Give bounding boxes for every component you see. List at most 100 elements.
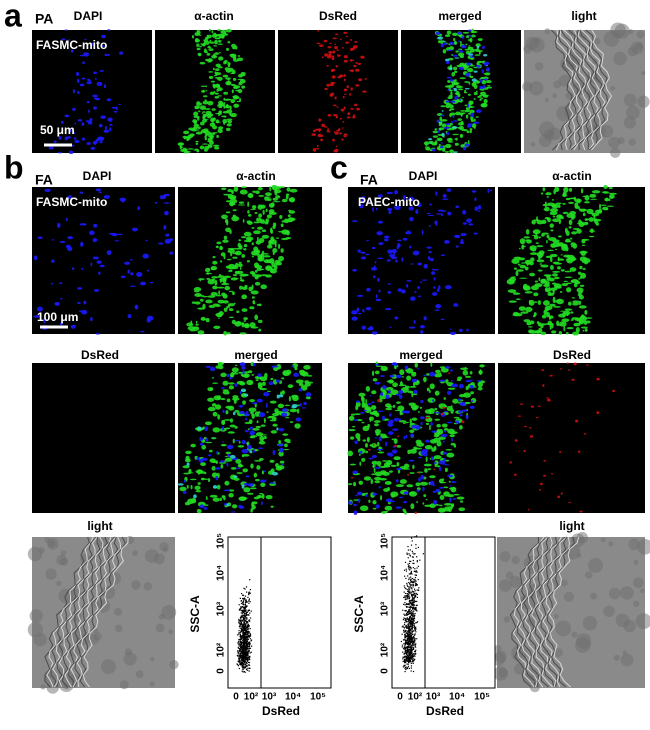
speck xyxy=(637,538,650,555)
event-dot xyxy=(409,581,412,583)
event-dot xyxy=(243,606,245,609)
blob xyxy=(460,500,464,503)
event-dot xyxy=(239,638,241,640)
blob xyxy=(442,451,448,455)
blob xyxy=(191,301,196,304)
blob xyxy=(327,46,332,49)
event-dot xyxy=(245,665,247,667)
blob xyxy=(384,505,393,511)
event-dot xyxy=(417,546,419,549)
event-dot xyxy=(414,612,416,615)
blob xyxy=(534,283,543,288)
blob xyxy=(391,362,398,366)
event-dot xyxy=(411,628,413,630)
event-dot xyxy=(247,645,249,647)
event-dot xyxy=(242,636,244,638)
event-dot xyxy=(411,550,413,552)
blob xyxy=(273,264,278,271)
blob xyxy=(407,230,411,232)
blob xyxy=(447,211,452,216)
blob xyxy=(237,445,245,448)
blob xyxy=(216,134,219,139)
blob xyxy=(390,389,399,396)
event-dot xyxy=(240,592,243,595)
event-dot xyxy=(244,653,246,655)
speck xyxy=(640,588,645,594)
event-dot xyxy=(414,585,417,587)
blob xyxy=(195,131,203,135)
blob xyxy=(449,497,452,503)
blob xyxy=(236,100,240,103)
blob xyxy=(433,141,437,145)
event-dot xyxy=(240,612,242,614)
speck xyxy=(132,550,139,557)
event-dot xyxy=(238,622,240,624)
event-dot xyxy=(249,579,251,581)
blob xyxy=(211,436,217,440)
blob xyxy=(204,131,211,136)
event-dot xyxy=(246,614,248,616)
blob xyxy=(252,501,258,505)
blob xyxy=(249,430,255,436)
blob xyxy=(227,193,233,199)
blob xyxy=(205,496,208,501)
event-dot xyxy=(407,633,409,635)
event-dot xyxy=(405,652,408,655)
speck xyxy=(623,116,637,129)
speck xyxy=(593,37,601,45)
blob xyxy=(262,209,265,215)
event-dot xyxy=(243,610,246,612)
blob xyxy=(53,140,57,143)
event-dot xyxy=(242,642,245,644)
blob xyxy=(64,29,68,31)
blob xyxy=(288,197,295,202)
blob xyxy=(445,34,451,37)
blob xyxy=(163,202,171,204)
blob xyxy=(525,306,533,313)
event-dot xyxy=(403,603,405,605)
image-background xyxy=(498,363,645,513)
event-dot xyxy=(249,620,251,622)
blob xyxy=(352,116,356,119)
x-axis-label: DsRed xyxy=(262,704,300,718)
event-dot xyxy=(250,639,253,641)
fiber xyxy=(518,536,549,688)
blob xyxy=(453,416,460,419)
event-dot xyxy=(406,614,408,616)
blob xyxy=(462,369,469,376)
event-dot xyxy=(247,621,249,623)
event-dot xyxy=(413,608,415,610)
event-dot xyxy=(243,646,245,648)
blob xyxy=(333,113,338,117)
blob xyxy=(253,221,261,224)
blob xyxy=(244,374,249,378)
event-dot xyxy=(248,593,250,596)
blob xyxy=(220,29,227,34)
blob xyxy=(447,141,454,143)
blob xyxy=(398,389,404,395)
blob xyxy=(434,220,438,225)
blob xyxy=(243,320,247,322)
event-dot xyxy=(242,615,245,617)
blob xyxy=(86,142,91,146)
event-dot xyxy=(242,646,244,648)
blob xyxy=(451,71,456,77)
event-dot xyxy=(243,643,246,646)
blob xyxy=(232,217,239,219)
blob xyxy=(462,96,464,99)
event-dot xyxy=(242,641,244,643)
blob xyxy=(442,193,447,198)
event-dot xyxy=(242,660,245,663)
blob xyxy=(149,282,154,284)
blob xyxy=(218,290,221,296)
blob xyxy=(220,372,227,378)
event-dot xyxy=(411,577,414,580)
speck xyxy=(530,142,536,147)
speck xyxy=(622,650,628,656)
blob xyxy=(355,84,360,87)
blob xyxy=(425,456,428,463)
blob xyxy=(222,409,225,414)
blob xyxy=(458,40,461,43)
blob xyxy=(81,309,88,315)
blob xyxy=(470,112,475,117)
